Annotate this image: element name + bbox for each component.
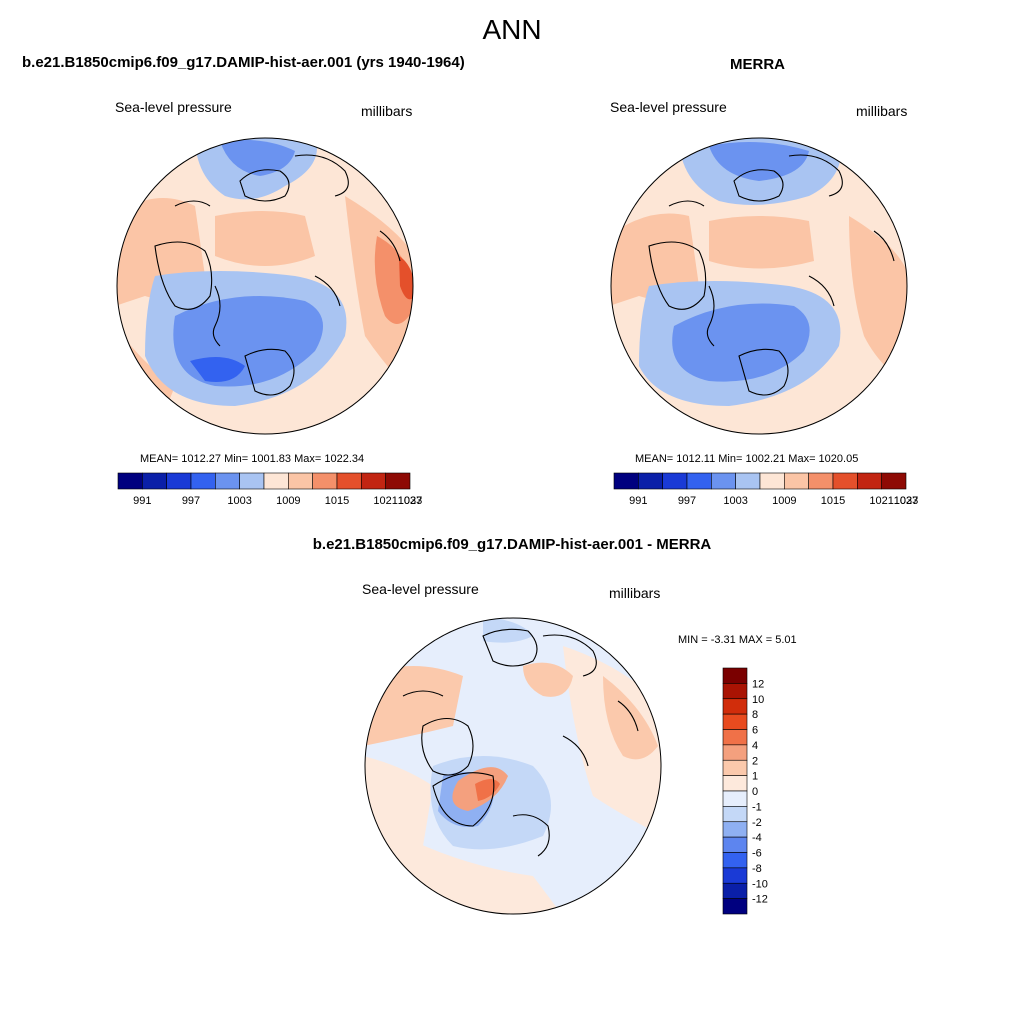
figure-title: ANN xyxy=(482,14,542,45)
right-colorbar-box xyxy=(759,472,785,490)
left-colorbar-tick-label: 1027 xyxy=(398,495,422,507)
right-colorbar-box xyxy=(808,472,834,490)
left-colorbar-tick-label: 1009 xyxy=(276,495,300,507)
diff-colorbar-tick-label: -10 xyxy=(752,878,768,890)
diff-colorbar-box xyxy=(722,836,748,853)
right-polar-map xyxy=(610,137,908,435)
left-colorbar-box xyxy=(190,472,216,490)
right-stats-text: MEAN= 1012.11 Min= 1002.21 Max= 1020.05 xyxy=(635,453,859,465)
left-colorbar-box xyxy=(166,472,192,490)
right-colorbar-tick-label: 1009 xyxy=(772,495,796,507)
right-panel-title: MERRA xyxy=(730,56,785,73)
diff-colorbar-box xyxy=(722,852,748,869)
diff-colorbar-box xyxy=(722,775,748,792)
left-colorbar-box xyxy=(312,472,338,490)
left-colorbar-box xyxy=(361,472,386,490)
diff-colorbar-box xyxy=(722,867,748,884)
left-colorbar-box xyxy=(336,472,362,490)
right-colorbar-tick-label: 1015 xyxy=(821,495,845,507)
diff-colorbar-box xyxy=(722,729,748,746)
right-variable-label: Sea-level pressure xyxy=(610,99,727,115)
right-colorbar-tick-label: 1027 xyxy=(894,495,918,507)
left-colorbar-box xyxy=(385,472,411,490)
left-colorbar-tick-label: 1033 xyxy=(398,495,422,507)
right-colorbar-box xyxy=(881,472,907,490)
left-stats-text: MEAN= 1012.27 Min= 1001.83 Max= 1022.34 xyxy=(140,453,365,465)
right-colorbar-tick-label: 991 xyxy=(629,495,647,507)
diff-colorbar-tick-label: 12 xyxy=(752,678,764,690)
diff-colorbar-tick-label: 10 xyxy=(752,694,764,706)
diff-colorbar-tick-label: -8 xyxy=(752,863,762,875)
right-colorbar-tick-label: 1021 xyxy=(869,495,893,507)
left-colorbar-box xyxy=(215,472,240,490)
diff-colorbar-tick-label: -12 xyxy=(752,894,768,906)
diff-colorbar-tick-label: -6 xyxy=(752,848,762,860)
right-colorbar-tick-label: 1003 xyxy=(723,495,747,507)
left-colorbar-box xyxy=(142,472,167,490)
right-colorbar-tick-label: 1033 xyxy=(894,495,918,507)
diff-colorbar-tick-label: 1 xyxy=(752,771,758,783)
right-colorbar-box xyxy=(662,472,688,490)
diff-stats-text: MIN = -3.31 MAX = 5.01 xyxy=(678,634,797,646)
left-colorbar-tick-label: 1003 xyxy=(227,495,251,507)
diff-colorbar-box xyxy=(722,744,748,761)
diff-colorbar-box xyxy=(722,882,748,899)
diff-colorbar-tick-label: -1 xyxy=(752,801,762,813)
diff-polar-map xyxy=(364,617,662,915)
left-colorbar-box xyxy=(117,472,143,490)
diff-colorbar-box xyxy=(722,759,748,776)
diff-variable-label: Sea-level pressure xyxy=(362,581,479,597)
left-colorbar-tick-label: 991 xyxy=(133,495,151,507)
diff-units-label: millibars xyxy=(609,585,661,601)
left-colorbar-tick-label: 1015 xyxy=(325,495,349,507)
right-colorbar-box xyxy=(857,472,882,490)
left-panel-title: b.e21.B1850cmip6.f09_g17.DAMIP-hist-aer.… xyxy=(22,54,465,71)
right-colorbar-box xyxy=(784,472,809,490)
left-colorbar-tick-label: 1021 xyxy=(373,495,397,507)
left-polar-map xyxy=(116,137,414,435)
diff-colorbar-box xyxy=(722,821,748,838)
right-colorbar-box xyxy=(711,472,736,490)
right-units-label: millibars xyxy=(856,103,908,119)
right-colorbar-box xyxy=(735,472,761,490)
left-colorbar-box xyxy=(263,472,289,490)
right-colorbar-tick-label: 997 xyxy=(678,495,696,507)
diff-colorbar-box xyxy=(722,898,748,915)
right-colorbar-box xyxy=(832,472,858,490)
diff-colorbar-box xyxy=(722,790,748,807)
diff-colorbar-tick-label: 6 xyxy=(752,725,758,737)
diff-colorbar-box xyxy=(722,667,748,684)
left-variable-label: Sea-level pressure xyxy=(115,99,232,115)
right-colorbar-box xyxy=(686,472,712,490)
left-colorbar-tick-label: 997 xyxy=(182,495,200,507)
diff-colorbar-tick-label: 0 xyxy=(752,786,758,798)
diff-colorbar-box xyxy=(722,683,748,700)
left-units-label: millibars xyxy=(361,103,413,119)
left-colorbar-box xyxy=(239,472,265,490)
diff-colorbar-box xyxy=(722,806,748,823)
diff-colorbar-tick-label: 4 xyxy=(752,740,758,752)
diff-panel-title: b.e21.B1850cmip6.f09_g17.DAMIP-hist-aer.… xyxy=(312,536,712,553)
diff-colorbar-tick-label: 8 xyxy=(752,709,758,721)
diff-colorbar-tick-label: 2 xyxy=(752,755,758,767)
diff-colorbar-box xyxy=(722,698,748,715)
right-colorbar-box xyxy=(638,472,663,490)
left-colorbar-box xyxy=(288,472,313,490)
right-colorbar-box xyxy=(613,472,639,490)
diff-colorbar-tick-label: -2 xyxy=(752,817,762,829)
diff-colorbar-box xyxy=(722,713,748,730)
diff-colorbar-tick-label: -4 xyxy=(752,832,762,844)
